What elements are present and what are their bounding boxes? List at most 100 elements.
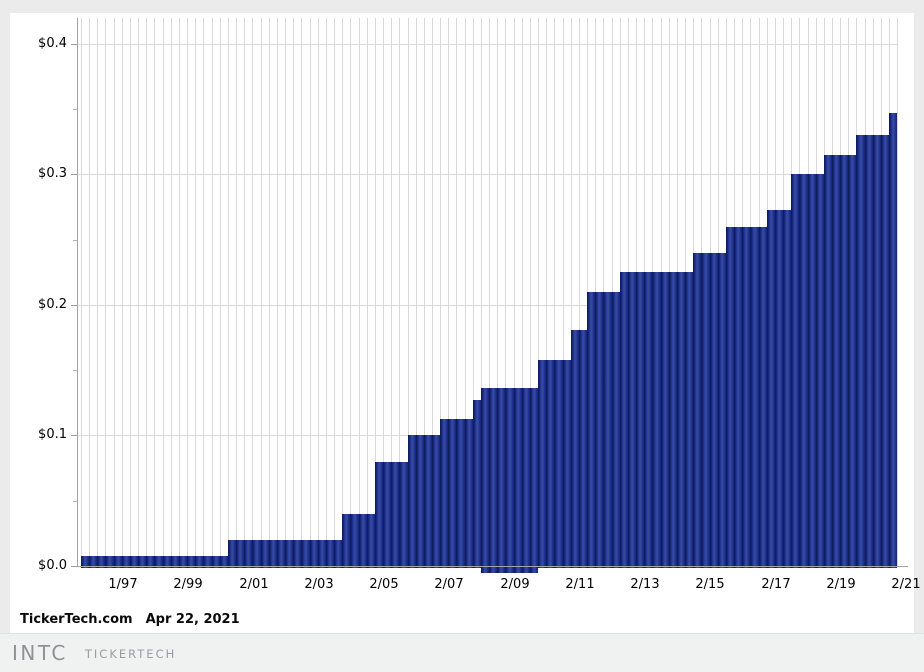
chart-date: Apr 22, 2021 [145,612,240,627]
vertical-gridline [359,18,360,566]
dividend-bar [750,227,759,568]
plot-area [74,18,908,573]
dividend-bar [220,556,228,568]
vertical-gridline [350,18,351,566]
vertical-gridline [399,18,400,566]
dividend-bar [195,556,203,568]
vertical-gridline [546,18,547,566]
vertical-gridline [269,18,270,566]
vertical-gridline [448,18,449,566]
vertical-gridline [114,18,115,566]
dividend-bar [824,155,832,568]
dividend-bar [595,292,603,568]
dividend-bar [285,540,293,568]
y-axis-label: $0.3 [38,166,67,181]
vertical-gridline [391,18,392,566]
y-axis-minor-tick [73,501,77,502]
dividend-bar [130,556,138,568]
dividend-bar [171,556,179,568]
vertical-gridline [554,18,555,566]
dividend-bar [261,540,269,568]
vertical-gridline [301,18,302,566]
dividend-bar [718,253,726,568]
y-axis-label: $0.2 [38,297,67,312]
y-axis-line [77,18,78,567]
dividend-bar [505,388,514,573]
dividend-bar [163,556,171,568]
dividend-bar [416,435,424,568]
x-axis-label: 1/97 [108,577,138,592]
dividend-bar [881,135,889,568]
dividend-bar [114,556,122,568]
vertical-gridline [432,18,433,566]
vertical-gridline [383,18,384,566]
dividend-bar [318,540,326,568]
vertical-gridline [334,18,335,566]
vertical-gridline [375,18,376,566]
vertical-gridline [130,18,131,566]
vertical-gridline [318,18,319,566]
dividend-bar [359,514,367,568]
vertical-gridline [146,18,147,566]
y-axis-minor-tick [73,370,77,371]
vertical-gridline [105,18,106,566]
vertical-gridline [424,18,425,566]
horizontal-gridline [74,44,897,45]
dividend-bar [432,435,440,568]
x-axis-label: 2/13 [630,577,660,592]
ticker-symbol: INTC [12,641,68,665]
vertical-gridline [261,18,262,566]
dividend-bar [530,388,538,573]
vertical-gridline [89,18,90,566]
chart-footer: TickerTech.com Apr 22, 2021 [20,612,240,627]
vertical-gridline [897,18,898,566]
x-axis-label: 2/21 [891,577,921,592]
vertical-gridline [326,18,327,566]
dividend-bar [603,292,612,568]
dividend-bar [571,330,579,568]
horizontal-gridline [74,174,897,175]
y-axis-minor-tick [73,240,77,241]
dividend-bar [367,514,375,568]
dividend-bar [391,462,399,568]
bottom-bar: INTC TICKERTECH [0,633,924,672]
dividend-bar [791,174,799,568]
x-axis-label: 2/03 [304,577,334,592]
vertical-gridline [481,18,482,566]
dividend-bar [334,540,342,568]
vertical-gridline [163,18,164,566]
dividend-bar [310,540,318,568]
dividend-bar [865,135,873,568]
dividend-bar [579,330,587,568]
dividend-bar [816,174,824,568]
vertical-gridline [97,18,98,566]
dividend-bar [187,556,195,568]
dividend-bar [628,272,636,568]
vertical-gridline [571,18,572,566]
vertical-gridline [456,18,457,566]
x-axis-label: 2/05 [369,577,399,592]
vertical-gridline [538,18,539,566]
vertical-gridline [244,18,245,566]
dividend-bar [808,174,816,568]
vertical-gridline [171,18,172,566]
y-axis-tick [71,44,77,45]
dividend-bar [848,155,856,568]
vertical-gridline [408,18,409,566]
x-axis-label: 2/09 [500,577,530,592]
x-axis-label: 2/01 [239,577,269,592]
dividend-bar [767,210,775,568]
vertical-gridline [505,18,506,566]
dividend-bar [873,135,881,568]
dividend-bar [783,210,791,568]
vertical-gridline [514,18,515,566]
vertical-gridline [179,18,180,566]
dividend-bar [832,155,840,568]
dividend-bar [652,272,661,568]
vertical-gridline [342,18,343,566]
vertical-gridline [154,18,155,566]
vertical-gridline [293,18,294,566]
dividend-bar [636,272,644,568]
dividend-bar [489,388,497,573]
dividend-bar [146,556,154,568]
